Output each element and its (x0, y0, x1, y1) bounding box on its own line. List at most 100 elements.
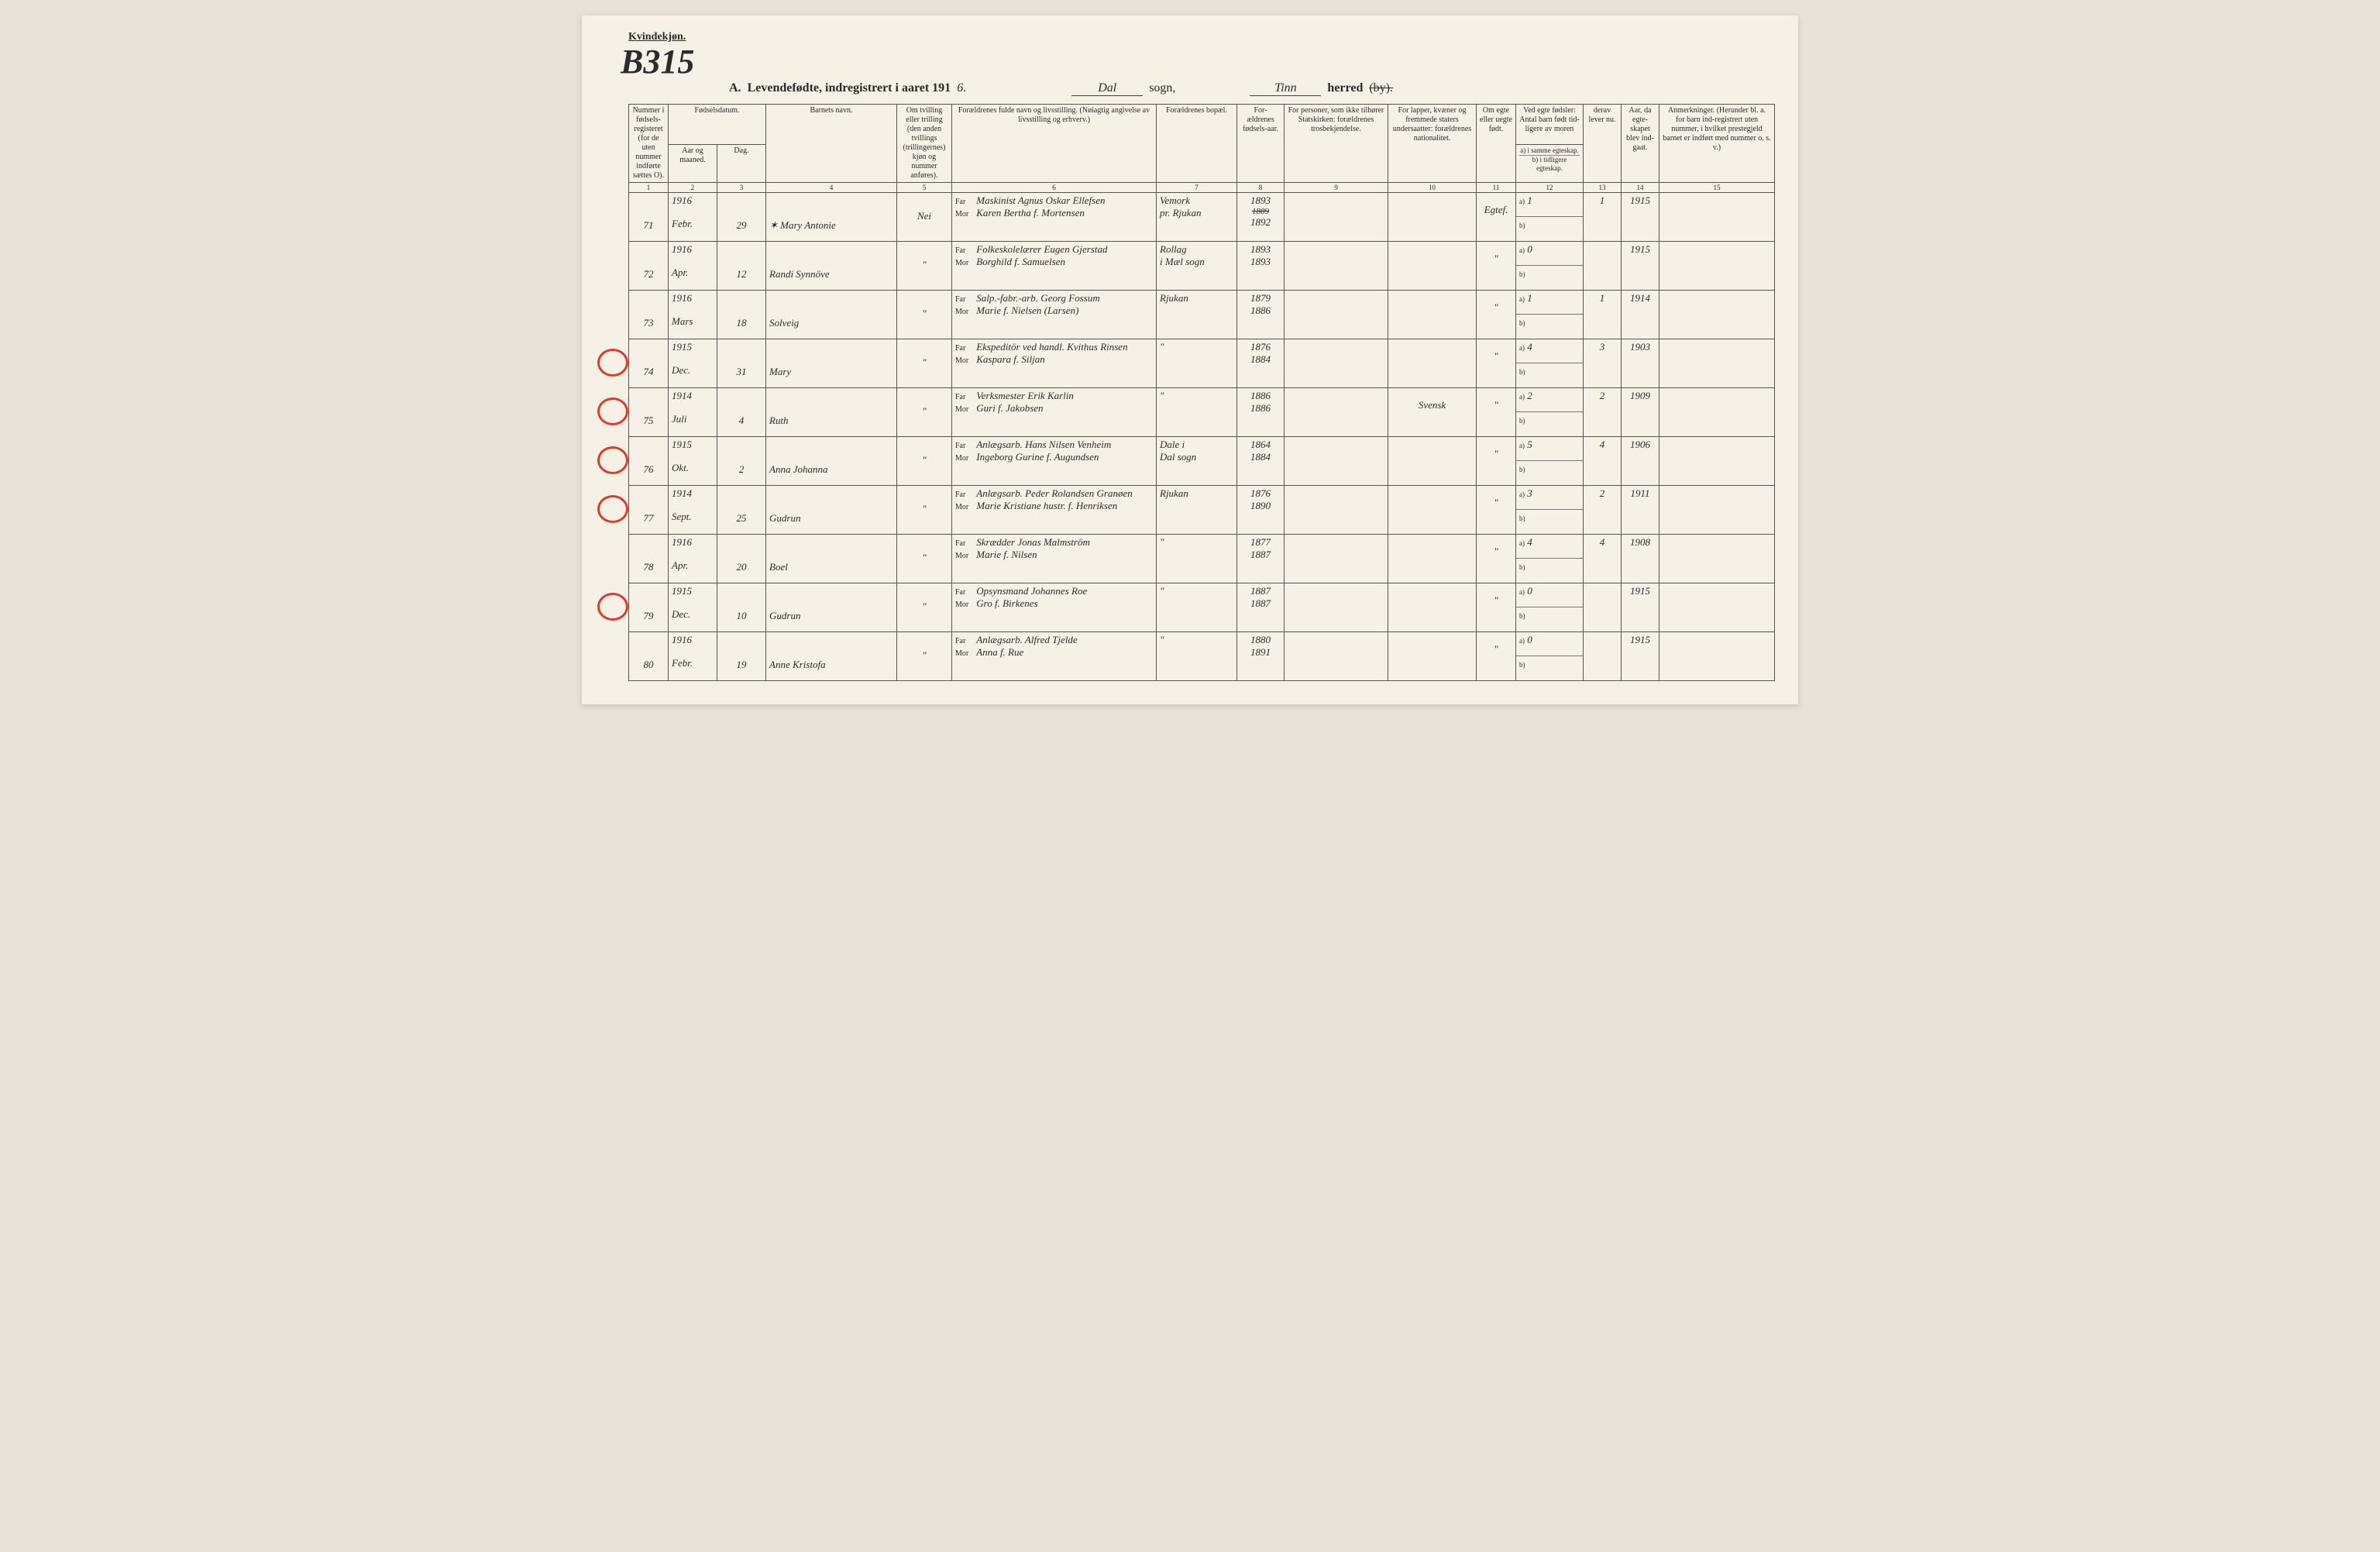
cell-prev-children: a) 1b) (1516, 193, 1584, 242)
cell-name: Gudrun (766, 486, 897, 535)
red-circle-mark (597, 349, 628, 377)
red-circle-mark (597, 397, 628, 425)
cell-nationality (1388, 193, 1477, 242)
ledger-page: Kvindekjøn. B315 A. Levendefødte, indreg… (582, 15, 1798, 704)
table-row: 761915Okt.2Anna Johanna"Far Anlægsarb. H… (629, 437, 1775, 486)
cell-nationality (1388, 583, 1477, 632)
cell-legit: " (1477, 291, 1516, 339)
cell-day: 31 (717, 339, 766, 388)
cell-parent-years: 189318891892 (1237, 193, 1285, 242)
cell-day: 10 (717, 583, 766, 632)
cell-legit: " (1477, 388, 1516, 437)
cell-alive: 2 (1584, 388, 1622, 437)
red-circle-mark (597, 446, 628, 474)
cell-num: 74 (629, 339, 669, 388)
cell-legit: " (1477, 437, 1516, 486)
cell-remarks (1659, 632, 1775, 681)
cell-prev-children: a) 4b) (1516, 535, 1584, 583)
col-parent-year: For-ældrenes fødsels-aar. (1237, 105, 1285, 183)
table-row: 791915Dec.10Gudrun"Far Opsynsmand Johann… (629, 583, 1775, 632)
col-num: Nummer i fødsels-registeret (for de uten… (629, 105, 669, 183)
col-residence: Forældrenes bopæl. (1157, 105, 1237, 183)
cell-residence: " (1157, 339, 1237, 388)
cell-faith (1285, 388, 1388, 437)
cell-faith (1285, 193, 1388, 242)
ledger-table: Nummer i fødsels-registeret (for de uten… (628, 104, 1775, 681)
cell-nationality (1388, 632, 1477, 681)
cell-parents: Far Ekspeditör ved handl. Kvithus Rinsen… (952, 339, 1157, 388)
table-row: 751914Juli4Ruth"Far Verksmester Erik Kar… (629, 388, 1775, 437)
col-marriage-year: Aar, da egte-skapet blev ind-gaat. (1622, 105, 1659, 183)
cell-twin: " (897, 242, 952, 291)
col-faith: For personer, som ikke tilhører Statskir… (1285, 105, 1388, 183)
cell-prev-children: a) 4b) (1516, 339, 1584, 388)
cell-parents: Far Folkeskolelærer Eugen GjerstadMor Bo… (952, 242, 1157, 291)
cell-year-month: 1916Apr. (669, 535, 717, 583)
cell-nationality (1388, 486, 1477, 535)
cell-parent-years: 18761890 (1237, 486, 1285, 535)
cell-prev-children: a) 0b) (1516, 632, 1584, 681)
cell-nationality (1388, 535, 1477, 583)
cell-parent-years: 18791886 (1237, 291, 1285, 339)
cell-marriage-year: 1906 (1622, 437, 1659, 486)
cell-name: Anna Johanna (766, 437, 897, 486)
cell-parents: Far Anlægsarb. Alfred TjeldeMor Anna f. … (952, 632, 1157, 681)
cell-marriage-year: 1903 (1622, 339, 1659, 388)
cell-year-month: 1916Febr. (669, 193, 717, 242)
cell-twin: " (897, 535, 952, 583)
cell-nationality (1388, 437, 1477, 486)
cell-day: 29 (717, 193, 766, 242)
cell-prev-children: a) 0b) (1516, 583, 1584, 632)
cell-alive (1584, 242, 1622, 291)
cell-marriage-year: 1915 (1622, 242, 1659, 291)
cell-residence: " (1157, 388, 1237, 437)
cell-remarks (1659, 437, 1775, 486)
cell-day: 12 (717, 242, 766, 291)
cell-name: Anne Kristofa (766, 632, 897, 681)
cell-remarks (1659, 193, 1775, 242)
cell-parent-years: 18931893 (1237, 242, 1285, 291)
cell-parent-years: 18641884 (1237, 437, 1285, 486)
cell-parents: Far Anlægsarb. Peder Rolandsen GranøenMo… (952, 486, 1157, 535)
cell-remarks (1659, 388, 1775, 437)
cell-prev-children: a) 1b) (1516, 291, 1584, 339)
cell-residence: " (1157, 632, 1237, 681)
cell-prev-children: a) 5b) (1516, 437, 1584, 486)
cell-parents: Far Opsynsmand Johannes RoeMor Gro f. Bi… (952, 583, 1157, 632)
cell-legit: " (1477, 583, 1516, 632)
red-circle-mark (597, 495, 628, 523)
cell-twin: " (897, 291, 952, 339)
cell-year-month: 1914Juli (669, 388, 717, 437)
cell-marriage-year: 1914 (1622, 291, 1659, 339)
cell-num: 77 (629, 486, 669, 535)
cell-faith (1285, 242, 1388, 291)
cell-num: 79 (629, 583, 669, 632)
table-row: 721916Apr.12Randi Synnöve"Far Folkeskole… (629, 242, 1775, 291)
cell-name: Boel (766, 535, 897, 583)
cell-parent-years: 18771887 (1237, 535, 1285, 583)
cell-legit: " (1477, 486, 1516, 535)
col-alive: derav lever nu. (1584, 105, 1622, 183)
cell-parent-years: 18861886 (1237, 388, 1285, 437)
cell-parent-years: 18761884 (1237, 339, 1285, 388)
cell-parents: Far Maskinist Agnus Oskar EllefsenMor Ka… (952, 193, 1157, 242)
cell-year-month: 1916Apr. (669, 242, 717, 291)
cell-name: Mary (766, 339, 897, 388)
herred-strike: (by). (1369, 81, 1393, 95)
cell-faith (1285, 583, 1388, 632)
cell-residence: Vemorkpr. Rjukan (1157, 193, 1237, 242)
cell-prev-children: a) 3b) (1516, 486, 1584, 535)
col-legit: Om egte eller uegte født. (1477, 105, 1516, 183)
col-birthdate: Fødselsdatum. (669, 105, 766, 145)
cell-faith (1285, 437, 1388, 486)
cell-parents: Far Anlægsarb. Hans Nilsen VenheimMor In… (952, 437, 1157, 486)
cell-day: 20 (717, 535, 766, 583)
cell-faith (1285, 291, 1388, 339)
cell-day: 18 (717, 291, 766, 339)
cell-year-month: 1915Dec. (669, 339, 717, 388)
cell-alive: 4 (1584, 535, 1622, 583)
cell-alive: 3 (1584, 339, 1622, 388)
cell-marriage-year: 1915 (1622, 583, 1659, 632)
cell-num: 75 (629, 388, 669, 437)
cell-twin: " (897, 486, 952, 535)
